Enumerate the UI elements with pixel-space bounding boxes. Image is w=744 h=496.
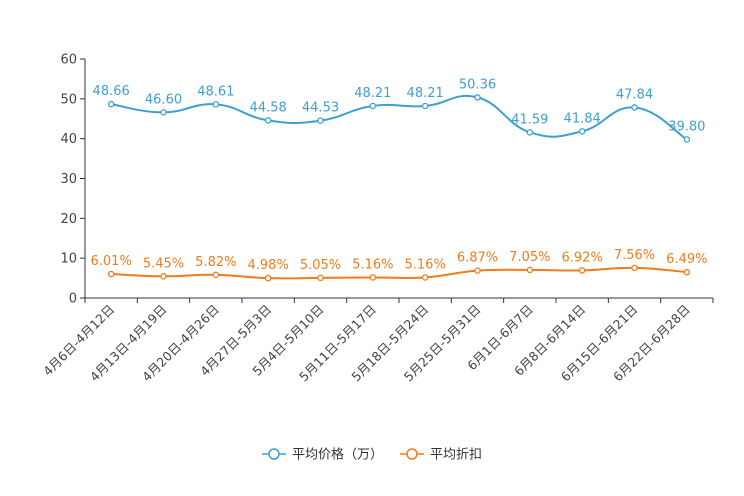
legend-label: 平均价格（万） bbox=[292, 447, 383, 463]
price-data-point bbox=[160, 109, 167, 116]
price-data-point bbox=[631, 104, 638, 111]
discount-data-label: 5.16% bbox=[352, 257, 393, 272]
discount-data-label: 5.16% bbox=[405, 257, 446, 272]
discount-data-point bbox=[264, 274, 272, 282]
discount-data-label: 7.05% bbox=[509, 250, 550, 265]
y-tick-label: 20 bbox=[60, 212, 77, 227]
discount-data-point bbox=[683, 268, 691, 276]
discount-data-label: 7.56% bbox=[614, 248, 655, 263]
discount-data-point bbox=[317, 274, 324, 282]
price-data-point bbox=[474, 94, 481, 101]
price-data-label: 48.21 bbox=[354, 86, 391, 101]
y-tick-label: 50 bbox=[60, 92, 77, 107]
y-tick-label: 60 bbox=[60, 53, 77, 68]
price-data-label: 47.84 bbox=[616, 87, 653, 102]
discount-data-point bbox=[578, 267, 586, 274]
legend-item-discount[interactable]: 平均折扣 bbox=[400, 448, 482, 463]
price-data-point bbox=[578, 128, 586, 135]
discount-data-point bbox=[631, 264, 638, 272]
legend-marker-icon bbox=[268, 448, 280, 460]
data-labels: 48.66 46.60 48.61 44.58 44.53 48.21 48.21 50.36… bbox=[91, 77, 708, 273]
price-data-point bbox=[212, 101, 220, 108]
legend-item-price[interactable]: 平均价格（万） bbox=[262, 447, 383, 463]
price-data-label: 44.53 bbox=[302, 101, 339, 116]
axes: 01020304050604月6日-4月12日4月13日-4月19日4月20日-… bbox=[40, 53, 714, 384]
discount-data-label: 6.87% bbox=[457, 251, 498, 266]
discount-data-point bbox=[107, 270, 115, 278]
discount-data-label: 5.05% bbox=[300, 258, 341, 273]
price-data-label: 44.58 bbox=[250, 100, 287, 115]
legend[interactable]: 平均价格（万） 平均折扣 bbox=[262, 447, 482, 463]
price-data-point bbox=[107, 100, 115, 108]
y-tick-label: 40 bbox=[60, 132, 77, 147]
price-data-point bbox=[369, 102, 377, 110]
price-data-label: 48.66 bbox=[93, 84, 130, 99]
discount-data-point bbox=[526, 266, 534, 274]
y-tick-label: 0 bbox=[69, 292, 77, 307]
price-data-point bbox=[421, 102, 429, 110]
discount-data-label: 6.92% bbox=[562, 250, 603, 265]
price-data-label: 48.61 bbox=[197, 84, 234, 99]
price-data-label: 41.84 bbox=[564, 111, 601, 126]
price-data-label: 39.80 bbox=[668, 119, 705, 134]
discount-data-label: 6.01% bbox=[91, 254, 132, 269]
price-data-label: 46.60 bbox=[145, 92, 182, 107]
price-data-point bbox=[264, 117, 272, 124]
discount-series-line bbox=[111, 266, 687, 280]
discount-data-point bbox=[421, 274, 429, 281]
discount-data-label: 4.98% bbox=[248, 258, 289, 273]
discount-data-label: 5.82% bbox=[195, 255, 236, 270]
discount-data-point bbox=[212, 271, 220, 279]
price-data-label: 50.36 bbox=[459, 77, 496, 92]
price-data-label: 41.59 bbox=[511, 112, 548, 127]
discount-data-point bbox=[474, 267, 481, 274]
price-data-point bbox=[526, 129, 534, 136]
price-data-label: 48.21 bbox=[407, 86, 444, 101]
legend-marker-icon bbox=[406, 448, 418, 460]
y-tick-label: 10 bbox=[60, 252, 77, 267]
y-tick-label: 30 bbox=[60, 172, 77, 187]
discount-data-point bbox=[369, 274, 377, 281]
legend-label: 平均折扣 bbox=[430, 448, 482, 463]
price-data-point bbox=[683, 136, 691, 143]
data-points bbox=[107, 94, 691, 282]
discount-data-point bbox=[160, 273, 167, 280]
discount-data-label: 6.49% bbox=[666, 252, 707, 267]
discount-data-label: 5.45% bbox=[143, 256, 184, 271]
price-data-point bbox=[317, 117, 324, 124]
